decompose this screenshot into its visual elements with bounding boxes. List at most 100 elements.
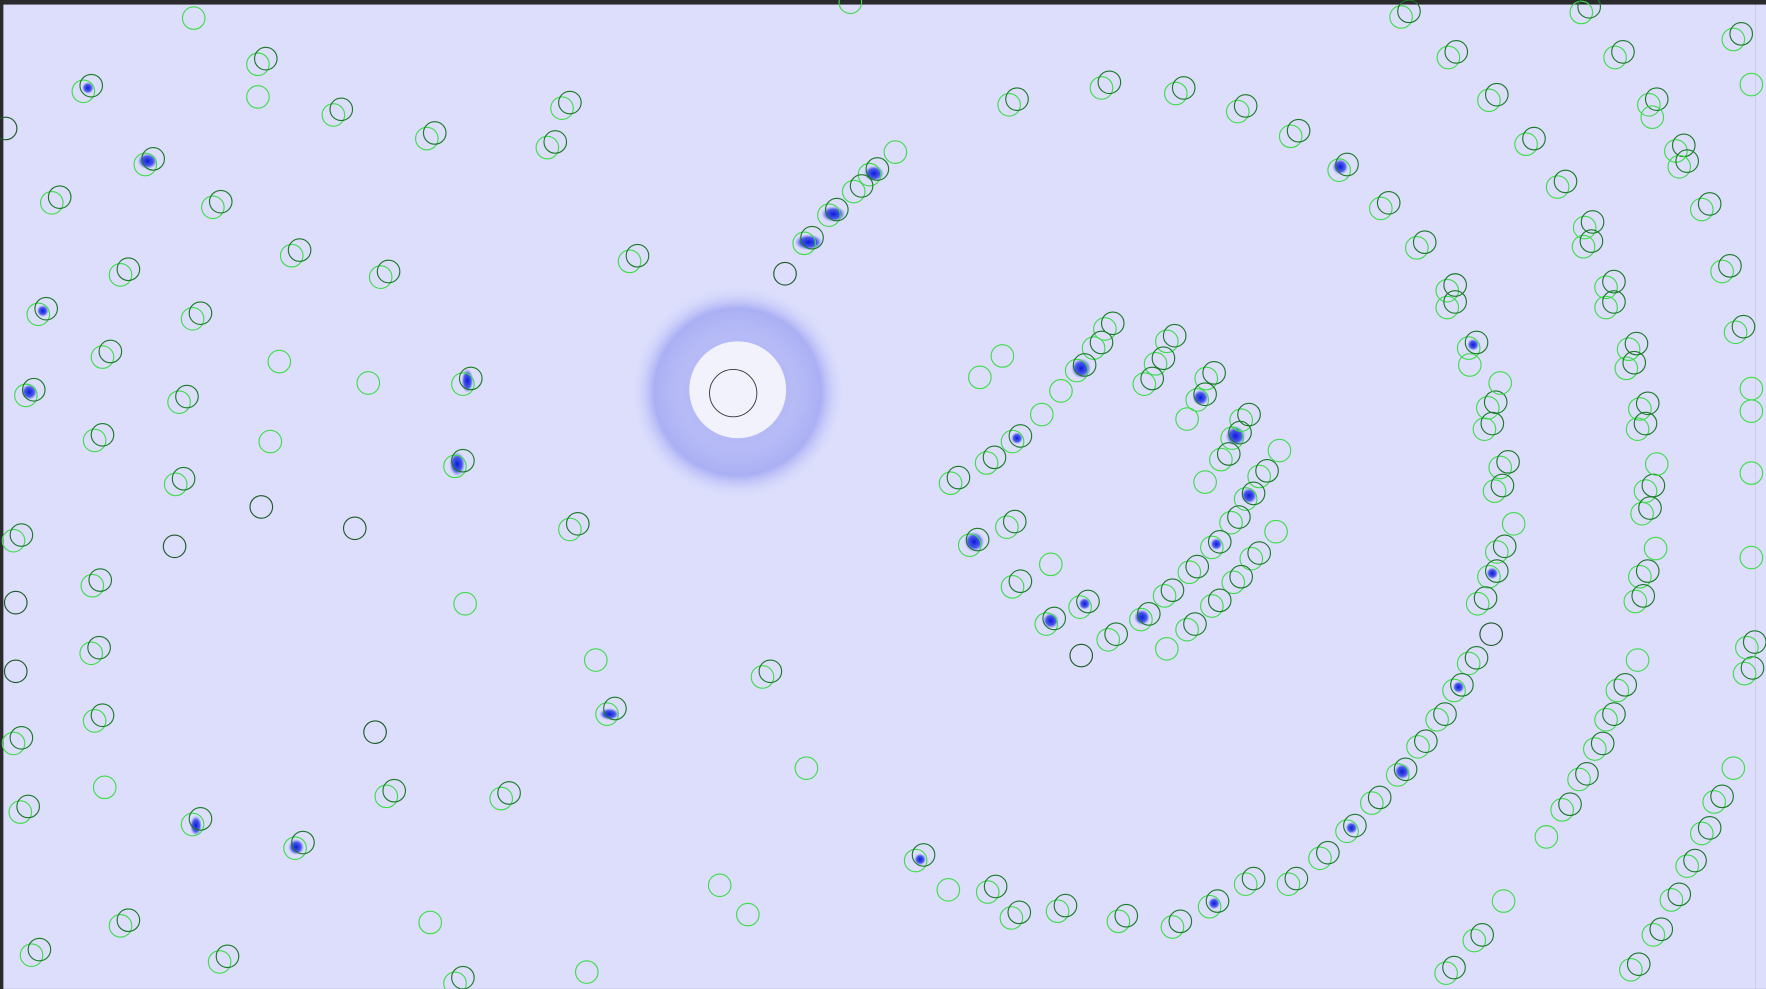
prediction-circle (583, 648, 608, 672)
spot (914, 853, 927, 866)
prediction-circle (1572, 215, 1597, 240)
observation-circle (1376, 190, 1401, 215)
observation-circle (1072, 353, 1097, 377)
prediction-circle (1603, 45, 1627, 70)
prediction-circle (1106, 909, 1131, 934)
prediction-circle (1721, 756, 1746, 781)
prediction-circle (1038, 552, 1063, 577)
prediction-circle (1594, 295, 1618, 320)
prediction-circle (1628, 397, 1652, 421)
prediction-circle (207, 950, 232, 974)
prediction-circle (26, 302, 51, 327)
observation-circle (1602, 269, 1626, 294)
observation-circle (1286, 118, 1311, 143)
observation-circle (1633, 411, 1658, 436)
observation-circle (1443, 290, 1467, 314)
prediction-circle (1667, 154, 1692, 179)
prediction-circle (92, 775, 117, 800)
observation-circle (1613, 673, 1638, 697)
prediction-circle (595, 702, 619, 726)
prediction-circle (1619, 957, 1643, 982)
spot (1486, 567, 1499, 580)
observation-circle (1136, 602, 1161, 626)
prediction-circle (1616, 337, 1641, 362)
prediction-circle (19, 943, 44, 967)
prediction-circle (1723, 320, 1748, 345)
prediction-circle (8, 800, 33, 824)
prediction-circle (1623, 589, 1648, 614)
observation-circle (1442, 955, 1466, 980)
prediction-circle (1154, 636, 1179, 661)
prediction-circle (1462, 928, 1487, 953)
observation-circle (1433, 702, 1457, 726)
prediction-circle (1614, 356, 1639, 381)
prediction-circle (1732, 661, 1757, 686)
observation-circle (1579, 229, 1604, 253)
observation-circle (16, 794, 40, 819)
observation-circle (1229, 564, 1253, 589)
prediction-circle (1068, 595, 1092, 619)
spots (21, 81, 1499, 910)
prediction-circle (1475, 395, 1500, 420)
observation-circle (3, 590, 28, 615)
prediction-circle (617, 249, 642, 274)
prediction-circle (1434, 961, 1458, 985)
prediction-circle (1491, 889, 1516, 913)
prediction-circle (1225, 99, 1250, 124)
observation-circle (824, 197, 849, 222)
prediction-circle (1640, 105, 1665, 130)
observation-circle (291, 830, 315, 855)
prediction-circle (180, 812, 205, 837)
prediction-circle (1442, 678, 1466, 703)
prediction-circle (1644, 452, 1669, 476)
prediction-circle (1739, 376, 1764, 401)
prediction-circle (39, 190, 64, 215)
spot (794, 234, 823, 251)
observation-circle (1168, 909, 1193, 934)
observation-circle (1635, 391, 1660, 416)
observation-circle (1479, 622, 1504, 646)
prediction-circle (535, 135, 560, 160)
observation-circle (982, 445, 1007, 470)
prediction-circle (180, 306, 205, 331)
prediction-circle (1, 528, 26, 553)
prediction-circle (1, 731, 26, 756)
spot (1208, 897, 1221, 910)
prediction-circle (792, 231, 816, 256)
observation-circle (1638, 496, 1662, 520)
observation-circle (1104, 622, 1128, 646)
observation-circle (1492, 534, 1517, 559)
observation-circle (382, 778, 407, 803)
prediction-circle (1132, 372, 1157, 396)
prediction-circle (1628, 564, 1652, 589)
observation-circle (1675, 149, 1699, 173)
observation-circle (1558, 792, 1582, 817)
prediction-circle (1641, 923, 1666, 947)
prediction-circle (246, 85, 270, 109)
prediction-circle (1200, 594, 1224, 618)
prediction-circle (1456, 336, 1481, 360)
prediction-circle (71, 79, 96, 104)
prediction-circle (90, 345, 115, 369)
prediction-circle (1721, 27, 1746, 52)
prediction-circle (418, 910, 443, 935)
beam-stop (689, 341, 787, 439)
observation-circle (1069, 643, 1094, 668)
prediction-circle (181, 6, 206, 30)
prediction-circle (1735, 635, 1759, 660)
observation-circle (87, 635, 111, 660)
observation-circle (1097, 70, 1122, 95)
observation-circle (543, 130, 568, 154)
spot (1240, 487, 1258, 504)
prediction-circle (267, 349, 292, 374)
observation-circle (1089, 330, 1114, 355)
observation-circle (1480, 411, 1505, 436)
prediction-circle (841, 179, 866, 204)
prediction-circle (1143, 352, 1168, 376)
observation-circle (1207, 588, 1232, 613)
prediction-circle (750, 665, 775, 689)
prediction-circle (1193, 470, 1217, 494)
observation-circle (1247, 541, 1272, 565)
observation-circle (363, 720, 387, 744)
